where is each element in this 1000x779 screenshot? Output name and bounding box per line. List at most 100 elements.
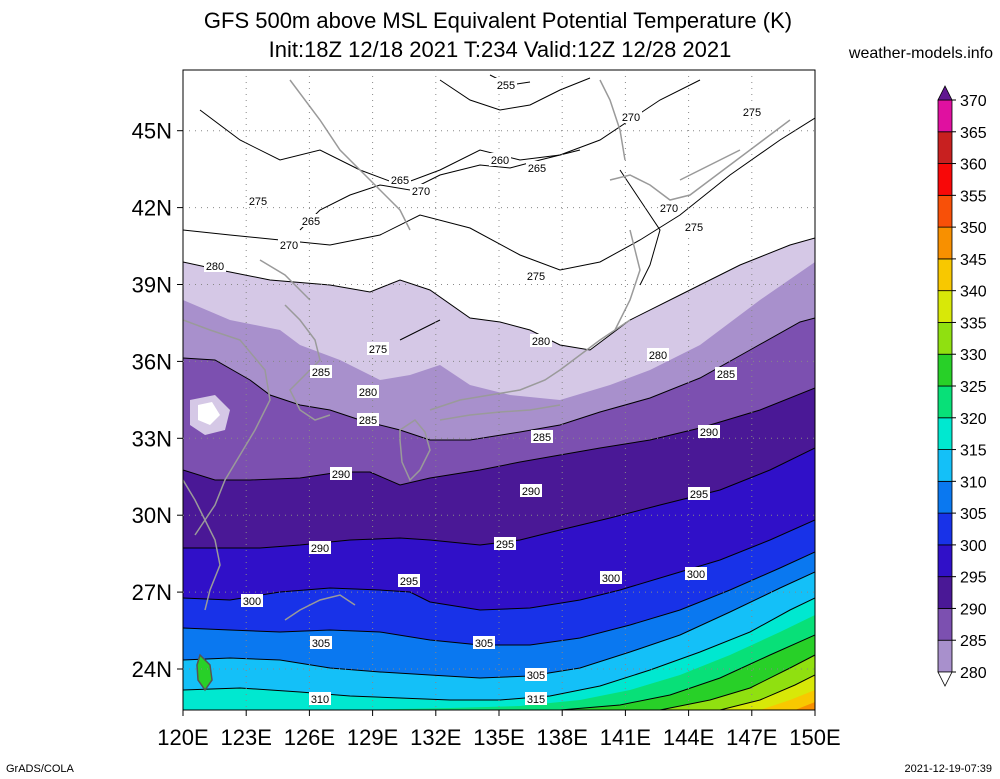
lon-tick-label: 147E — [726, 725, 777, 750]
colorbar-swatch — [937, 512, 953, 546]
contour-label-bg — [495, 78, 517, 91]
lat-tick-label: 33N — [132, 426, 172, 451]
colorbar-swatch — [937, 163, 953, 196]
colorbar-label: 335 — [960, 315, 987, 332]
contour-label-bg — [310, 365, 332, 378]
lat-tick-label: 42N — [132, 196, 172, 221]
colorbar-label: 365 — [960, 125, 987, 142]
contour-label-bg — [494, 537, 516, 550]
colorbar-label: 280 — [960, 665, 987, 682]
contour-lines — [183, 74, 815, 710]
colorbar-label: 360 — [960, 157, 987, 174]
contour-label: 265 — [302, 216, 320, 228]
colorbar-swatch — [937, 544, 953, 578]
contour-label-bg — [309, 692, 331, 705]
band-345 — [760, 690, 815, 710]
contour-label: 280 — [532, 336, 550, 348]
patch-west-core — [198, 402, 220, 425]
contour-label: 265 — [391, 175, 409, 187]
contour-label-bg — [525, 269, 547, 282]
contour-label: 285 — [312, 367, 330, 379]
colorbar-swatch — [937, 449, 953, 482]
lat-tick-label: 30N — [132, 503, 172, 528]
lon-tick-label: 144E — [663, 725, 714, 750]
colorbar-label: 290 — [960, 601, 987, 618]
lon-tick-label: 141E — [600, 725, 651, 750]
contour-label-bg — [526, 161, 548, 174]
contour-label: 270 — [622, 112, 640, 124]
contour-label: 275 — [369, 344, 387, 356]
contour-label: 285 — [359, 415, 377, 427]
contour-label-bg — [525, 692, 547, 705]
contour-label: 275 — [249, 196, 267, 208]
contour-label: 295 — [496, 539, 514, 551]
colorbar-swatch — [937, 131, 953, 164]
colorbar-swatch — [937, 608, 953, 641]
colorbar-swatch — [937, 322, 953, 355]
contour-label: 290 — [522, 486, 540, 498]
lon-tick-label: 120E — [157, 725, 208, 750]
contour-label: 290 — [700, 427, 718, 439]
contour-label-bg — [520, 484, 542, 497]
contour-label: 270 — [660, 203, 678, 215]
contour-label-bg — [204, 259, 226, 272]
colorbar-swatch — [937, 99, 953, 133]
contour-label-bg — [247, 194, 269, 207]
contour-label-bg — [600, 571, 622, 584]
contour-label-bg — [309, 541, 331, 554]
contour-label: 305 — [475, 638, 493, 650]
colorbar-swatch — [937, 639, 953, 673]
colorbar-low-triangle — [937, 671, 953, 687]
contour-label-bg — [525, 668, 547, 681]
colorbar-swatch — [937, 385, 953, 419]
colorbar-label: 300 — [960, 538, 987, 555]
colorbar-label: 320 — [960, 411, 987, 428]
colorbar-swatch — [937, 480, 953, 514]
colorbar-swatch — [937, 194, 953, 228]
contour-label: 290 — [332, 469, 350, 481]
contour-label: 300 — [687, 569, 705, 581]
filled-contours — [183, 70, 815, 710]
contour-label: 270 — [412, 186, 430, 198]
contour-label: 315 — [527, 694, 545, 706]
lat-axis: 24N 27N 30N 33N 36N 39N 42N 45N — [132, 119, 183, 682]
lon-axis: 120E 123E 126E 129E 132E 135E 138E 141E 144E 147E… — [157, 710, 841, 750]
contour-label-bg — [685, 567, 707, 580]
contour-label: 305 — [527, 670, 545, 682]
contour-label-bg — [688, 487, 710, 500]
contour-label-bg — [357, 385, 379, 398]
contour-label: 285 — [533, 432, 551, 444]
colorbar-label: 295 — [960, 570, 987, 587]
contour-label-bg — [489, 153, 511, 166]
contour-label-bg — [410, 184, 432, 197]
contour-label-bg — [367, 342, 389, 355]
lon-tick-label: 132E — [410, 725, 461, 750]
contour-label: 290 — [311, 543, 329, 555]
colorbar-label: 350 — [960, 220, 987, 237]
colorbar-label: 340 — [960, 284, 987, 301]
contour-label: 280 — [206, 261, 224, 273]
contour-label: 300 — [602, 573, 620, 585]
footer-left: GrADS/COLA — [6, 763, 74, 775]
colorbar-swatch — [937, 353, 953, 387]
contour-label-bg — [530, 334, 552, 347]
colorbar-label: 330 — [960, 347, 987, 364]
lat-tick-label: 36N — [132, 349, 172, 374]
contour-label: 275 — [685, 222, 703, 234]
lon-tick-label: 123E — [221, 725, 272, 750]
contour-label-bg — [715, 367, 737, 380]
lon-tick-label: 150E — [789, 725, 840, 750]
colorbar-high-triangle — [937, 85, 953, 101]
lon-tick-label: 135E — [473, 725, 524, 750]
contour-label-bg — [683, 220, 705, 233]
contour-label-bg — [357, 413, 379, 426]
contour-label-bg — [300, 214, 322, 227]
contour-label: 265 — [528, 163, 546, 175]
contour-label-bg — [698, 425, 720, 438]
chart-subtitle: Init:18Z 12/18 2021 T:234 Valid:12Z 12/2… — [268, 37, 732, 62]
contour-label: 280 — [359, 387, 377, 399]
lon-tick-label: 129E — [347, 725, 398, 750]
contour-label-bg — [647, 348, 669, 361]
contour-label-bg — [310, 636, 332, 649]
